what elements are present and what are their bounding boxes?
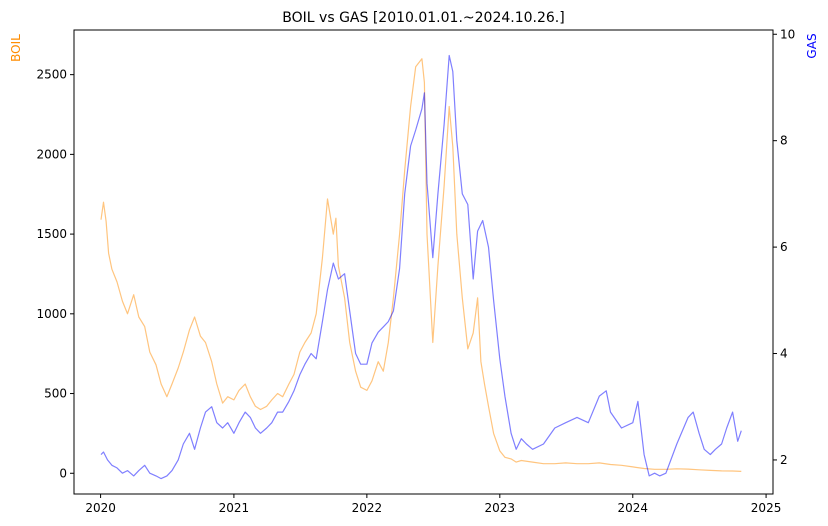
right-tick-label: 8 <box>780 134 788 148</box>
x-tick-label: 2023 <box>485 501 516 515</box>
left-tick-label: 2500 <box>36 68 67 82</box>
x-tick-label: 2025 <box>751 501 782 515</box>
x-tick-label: 2020 <box>85 501 116 515</box>
left-axis-label: BOIL <box>9 34 23 62</box>
right-axis-label: GAS <box>805 33 819 58</box>
axes-layer: 2020 2021 2022 2023 2024 2025 0 500 1000 1500 2000… <box>36 27 795 515</box>
x-tick-label: 2022 <box>352 501 383 515</box>
x-tick-label: 2021 <box>219 501 250 515</box>
left-tick-label: 1500 <box>36 227 67 241</box>
chart-title: BOIL vs GAS [2010.01.01.~2024.10.26.] <box>282 10 564 26</box>
left-tick-label: 2000 <box>36 147 67 161</box>
right-tick-label: 10 <box>780 27 795 41</box>
right-tick-label: 4 <box>780 347 788 361</box>
left-tick-label: 1000 <box>36 307 67 321</box>
x-tick-label: 2024 <box>617 501 648 515</box>
left-tick-label: 0 <box>59 466 67 480</box>
series-line-boil <box>100 58 742 472</box>
left-tick-label: 500 <box>44 387 67 401</box>
series-layer <box>100 54 742 480</box>
series-line-gas <box>100 54 742 480</box>
right-tick-label: 2 <box>780 453 788 467</box>
right-tick-label: 6 <box>780 240 788 254</box>
plot-frame <box>73 29 774 495</box>
